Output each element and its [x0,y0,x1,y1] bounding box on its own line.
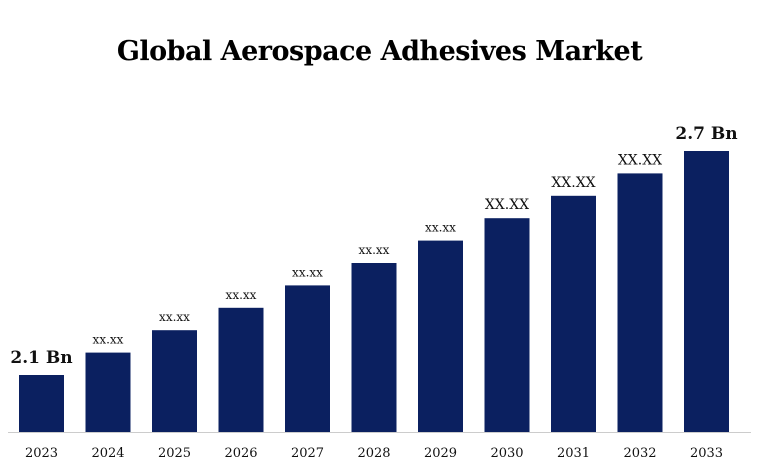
bars-group [19,151,729,432]
x-tick-2030: 2030 [490,446,523,461]
bar-2027 [285,285,330,432]
data-label-2025: xx.xx [159,310,190,324]
x-tick-2028: 2028 [357,446,390,461]
x-tick-2023: 2023 [25,446,58,461]
x-tick-2033: 2033 [690,446,723,461]
data-label-2030: XX.XX [485,197,529,213]
data-label-2029: xx.xx [425,221,456,235]
bar-2024 [85,352,131,432]
x-tick-2024: 2024 [91,446,124,461]
chart-title: Global Aerospace Adhesives Market [116,36,643,67]
data-label-2024: xx.xx [93,333,124,347]
x-tick-2029: 2029 [424,446,457,461]
data-label-2031: XX.XX [551,175,595,191]
data-label-2033: 2.7 Bn [675,124,737,144]
data-label-2027: xx.xx [292,265,323,279]
x-tick-2025: 2025 [158,446,191,461]
bar-2023 [19,375,64,432]
x-tick-2026: 2026 [224,446,257,461]
data-labels-group: 2.1 Bn xx.xx xx.xx xx.xx xx.xx xx.xx xx.xx XX.X… [10,124,737,368]
bar-2033 [684,151,729,432]
bar-2026 [218,307,264,432]
bar-2029 [418,240,463,432]
x-tick-2032: 2032 [623,446,656,461]
bar-2028 [351,263,397,432]
data-label-2028: xx.xx [359,243,390,257]
bar-2030 [484,218,530,432]
bar-2032 [617,173,663,432]
data-label-2023: 2.1 Bn [10,348,72,368]
bar-2031 [551,195,596,432]
x-tick-2027: 2027 [291,446,324,461]
x-tick-2031: 2031 [557,446,590,461]
bar-2025 [152,330,197,432]
data-label-2026: xx.xx [226,288,257,302]
x-tick-labels-group: 2023 2024 2025 2026 2027 2028 2029 2030 2031 2032… [25,446,723,461]
data-label-2032: XX.XX [618,152,662,168]
